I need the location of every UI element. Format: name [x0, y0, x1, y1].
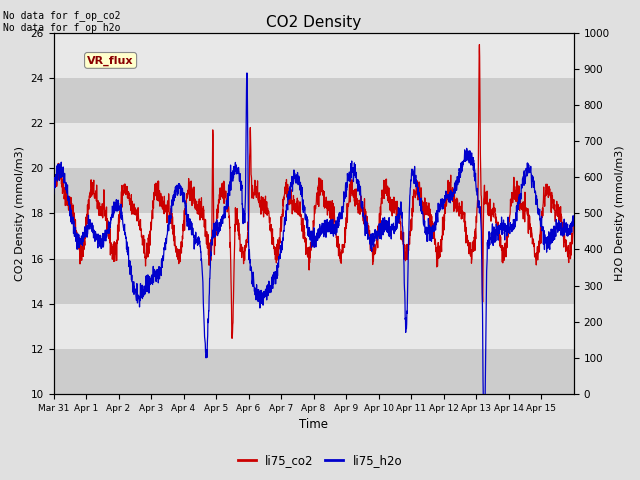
Title: CO2 Density: CO2 Density: [266, 15, 361, 30]
Text: No data for f_op_co2
No data for f_op_h2o: No data for f_op_co2 No data for f_op_h2…: [3, 10, 121, 33]
X-axis label: Time: Time: [299, 419, 328, 432]
Bar: [54, 259, 573, 304]
Bar: [54, 213, 573, 259]
Y-axis label: H2O Density (mmol/m3): H2O Density (mmol/m3): [615, 145, 625, 281]
Bar: [54, 78, 573, 123]
Y-axis label: CO2 Density (mmol/m3): CO2 Density (mmol/m3): [15, 146, 25, 281]
Bar: [54, 304, 573, 349]
Bar: [54, 349, 573, 394]
Bar: [54, 168, 573, 213]
Text: VR_flux: VR_flux: [87, 55, 134, 66]
Bar: [54, 33, 573, 78]
Legend: li75_co2, li75_h2o: li75_co2, li75_h2o: [233, 449, 407, 472]
Bar: [54, 123, 573, 168]
